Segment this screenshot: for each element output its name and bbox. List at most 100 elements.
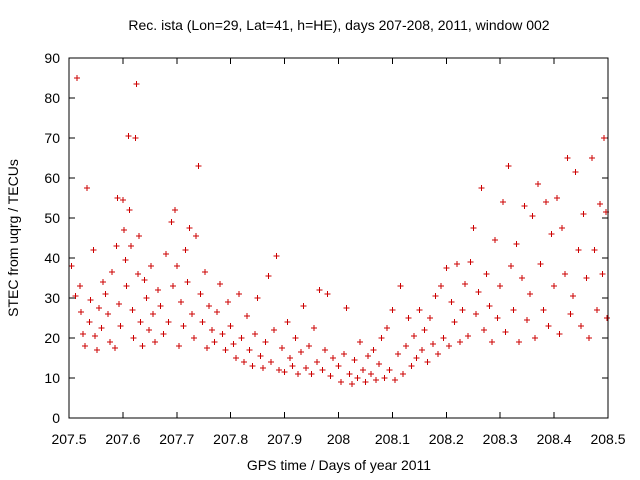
plus-marker <box>529 213 536 219</box>
plus-marker <box>603 315 610 321</box>
plus-marker <box>170 283 177 289</box>
x-tick-label: 208.4 <box>537 431 572 447</box>
plus-marker <box>201 269 208 275</box>
plus-marker <box>257 353 264 359</box>
plus-marker <box>134 271 141 277</box>
plus-marker <box>575 247 582 253</box>
plus-marker <box>564 155 571 161</box>
plus-marker <box>295 371 302 377</box>
plus-marker <box>569 293 576 299</box>
plus-marker <box>119 197 126 203</box>
plus-marker <box>150 311 157 317</box>
plus-marker <box>424 359 431 365</box>
plus-marker <box>90 247 97 253</box>
plus-marker <box>578 323 585 329</box>
plus-marker <box>139 343 146 349</box>
plus-marker <box>489 339 496 345</box>
plus-marker <box>114 195 121 201</box>
plus-marker <box>265 273 272 279</box>
plus-marker <box>82 343 89 349</box>
plus-marker <box>454 261 461 267</box>
plus-marker <box>410 333 417 339</box>
plus-marker <box>443 265 450 271</box>
plus-marker <box>338 379 345 385</box>
plus-marker <box>534 181 541 187</box>
plus-marker <box>117 323 124 329</box>
x-tick-label: 207.8 <box>213 431 248 447</box>
plus-marker <box>286 355 293 361</box>
plus-marker <box>111 345 118 351</box>
y-tick-label: 30 <box>44 290 60 306</box>
plus-marker <box>160 331 167 337</box>
x-tick-label: 207.7 <box>159 431 194 447</box>
plus-marker <box>346 371 353 377</box>
plus-marker <box>303 365 310 371</box>
plus-marker <box>330 355 337 361</box>
plus-marker <box>182 247 189 253</box>
plus-marker <box>316 287 323 293</box>
plus-marker <box>168 219 175 225</box>
plus-marker <box>180 323 187 329</box>
plus-marker <box>416 307 423 313</box>
plus-marker <box>243 313 250 319</box>
plus-marker <box>208 327 215 333</box>
plus-marker <box>193 233 200 239</box>
plus-marker <box>225 299 232 305</box>
x-tick-label: 207.5 <box>51 431 86 447</box>
plus-marker <box>505 163 512 169</box>
plus-marker <box>238 335 245 341</box>
plus-marker <box>125 133 132 139</box>
x-tick-label: 208.3 <box>483 431 518 447</box>
plus-marker <box>246 347 253 353</box>
plus-marker <box>588 155 595 161</box>
plus-marker <box>254 295 261 301</box>
plus-marker <box>583 275 590 281</box>
plus-marker <box>141 277 148 283</box>
plus-marker <box>459 307 466 313</box>
plus-marker <box>191 335 198 341</box>
plus-marker <box>77 309 84 315</box>
plus-marker <box>211 339 218 345</box>
plus-marker <box>273 253 280 259</box>
plus-marker <box>524 317 531 323</box>
plus-marker <box>478 185 485 191</box>
plus-marker <box>74 75 81 81</box>
x-tick-label: 208 <box>327 431 351 447</box>
plus-marker <box>594 307 601 313</box>
plus-marker <box>510 307 517 313</box>
y-tick-label: 50 <box>44 210 60 226</box>
plus-marker <box>106 339 113 345</box>
plus-marker <box>445 343 452 349</box>
plus-marker <box>470 225 477 231</box>
plus-marker <box>173 263 180 269</box>
plus-marker <box>384 325 391 331</box>
plus-marker <box>96 305 103 311</box>
y-tick-label: 0 <box>52 410 60 426</box>
plus-marker <box>397 283 404 289</box>
plus-marker <box>327 373 334 379</box>
plus-marker <box>136 233 143 239</box>
plus-marker <box>300 303 307 309</box>
y-tick-label: 80 <box>44 90 60 106</box>
plus-marker <box>580 211 587 217</box>
plus-marker <box>440 335 447 341</box>
plus-marker <box>72 293 79 299</box>
y-tick-label: 40 <box>44 250 60 266</box>
plus-marker <box>109 269 116 275</box>
x-tick-label: 207.6 <box>105 431 140 447</box>
plus-marker <box>145 327 152 333</box>
plus-marker <box>357 339 364 345</box>
plus-marker <box>367 371 374 377</box>
plus-marker <box>518 275 525 281</box>
plus-marker <box>260 365 267 371</box>
plus-marker <box>421 327 428 333</box>
plus-marker <box>591 247 598 253</box>
plus-marker <box>394 351 401 357</box>
plus-marker <box>343 305 350 311</box>
plus-marker <box>199 319 206 325</box>
y-tick-label: 60 <box>44 170 60 186</box>
plus-marker <box>513 241 520 247</box>
x-tick-label: 208.2 <box>429 431 464 447</box>
plus-marker <box>308 371 315 377</box>
